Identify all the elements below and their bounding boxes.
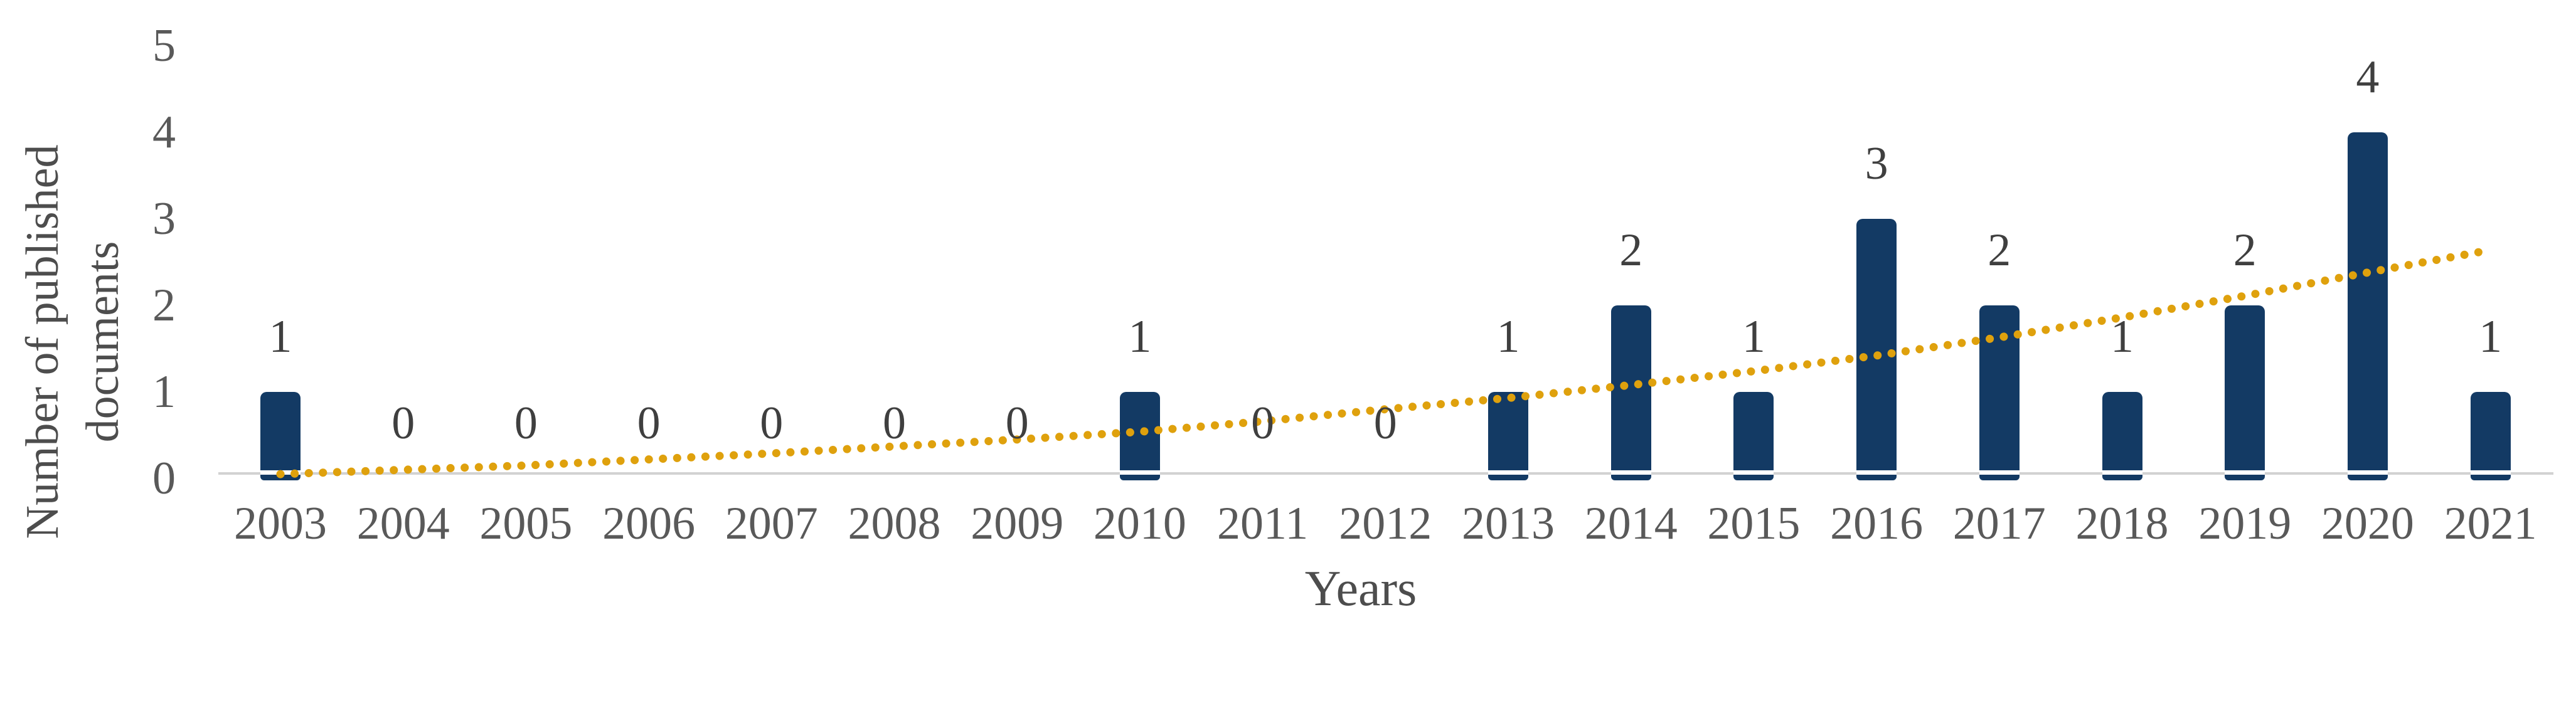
x-tick-label: 2009: [971, 498, 1064, 549]
y-tick-label: 4: [152, 107, 176, 158]
y-tick-label: 1: [152, 366, 176, 418]
x-axis-title: Years: [1304, 561, 1417, 616]
x-tick-label: 2019: [2198, 498, 2292, 549]
x-tick-label: 2004: [356, 498, 450, 549]
x-tick-label: 2008: [848, 498, 941, 549]
y-tick-label: 3: [152, 193, 176, 245]
x-tick-label: 2017: [1952, 498, 2046, 549]
x-tick-label: 2014: [1584, 498, 1678, 549]
x-tick-label: 2013: [1462, 498, 1555, 549]
x-tick-label: 2006: [602, 498, 696, 549]
x-tick-label: 2011: [1216, 498, 1309, 549]
y-tick-label: 2: [152, 280, 176, 331]
x-tick-label: 2016: [1830, 498, 1924, 549]
x-tick-label: 2018: [2075, 498, 2169, 549]
x-axis-tick-labels: 2003 2004 2005 2006 2007 2008 2009 2010 2011 2012…: [234, 498, 2537, 549]
x-tick-label: 2015: [1707, 498, 1801, 549]
x-tick-label: 2010: [1093, 498, 1186, 549]
bar-value-label: 3: [1865, 138, 1888, 189]
x-tick-label: 2012: [1339, 498, 1432, 549]
y-tick-label: 0: [152, 453, 176, 504]
bar-value-label: 4: [2356, 51, 2380, 103]
x-tick-label: 2005: [479, 498, 573, 549]
y-axis-tick-labels: 0 1 2 3 4 5: [75, 0, 176, 639]
x-tick-label: 2003: [234, 498, 327, 549]
x-tick-label: 2020: [2321, 498, 2414, 549]
x-tick-label: 2021: [2444, 498, 2537, 549]
y-tick-label: 5: [152, 20, 176, 71]
x-tick-label: 2007: [725, 498, 818, 549]
